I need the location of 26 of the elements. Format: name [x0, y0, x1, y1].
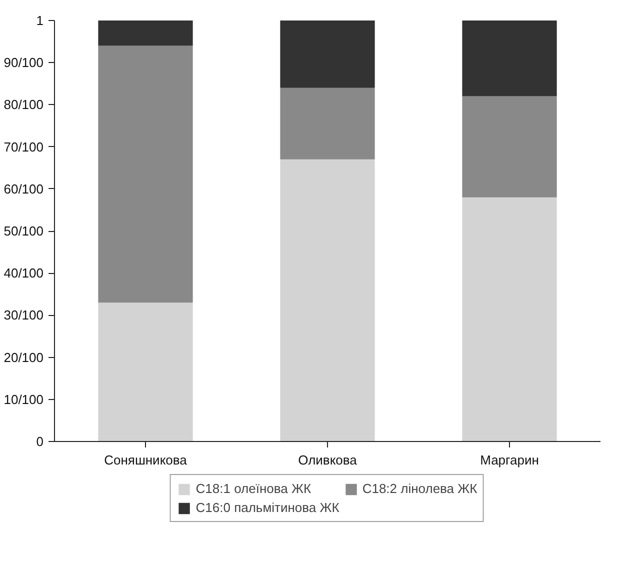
y-tick-label: 10/100	[4, 392, 44, 407]
y-tick-label: 40/100	[4, 266, 44, 281]
bar	[280, 20, 375, 88]
y-tick-label: 20/100	[4, 350, 44, 365]
bar	[98, 20, 193, 46]
bar	[98, 302, 193, 442]
y-tick-label: 90/100	[4, 55, 44, 70]
x-tick-label: Соняшникова	[104, 452, 188, 468]
bar	[462, 197, 557, 442]
bar	[280, 159, 375, 442]
x-tick-label: Маргарин	[480, 452, 539, 468]
y-tick-label: 60/100	[4, 181, 44, 196]
bar	[462, 20, 557, 96]
y-tick-label: 30/100	[4, 308, 44, 323]
y-tick-label: 50/100	[4, 224, 44, 238]
bar	[98, 46, 193, 303]
y-tick-label: 0	[36, 434, 44, 449]
y-tick-label: 1	[36, 13, 44, 28]
legend-label: C16:0 пальмітинова ЖК	[196, 500, 340, 515]
x-tick-label: Оливкова	[298, 452, 358, 468]
y-tick-label: 80/100	[4, 97, 44, 112]
legend-label: C18:2 лінолева ЖК	[362, 481, 478, 496]
y-tick-label: 70/100	[4, 139, 44, 154]
legend-label: C18:1 олеїнова ЖК	[196, 481, 312, 496]
bar	[280, 88, 375, 160]
bar	[462, 96, 557, 198]
